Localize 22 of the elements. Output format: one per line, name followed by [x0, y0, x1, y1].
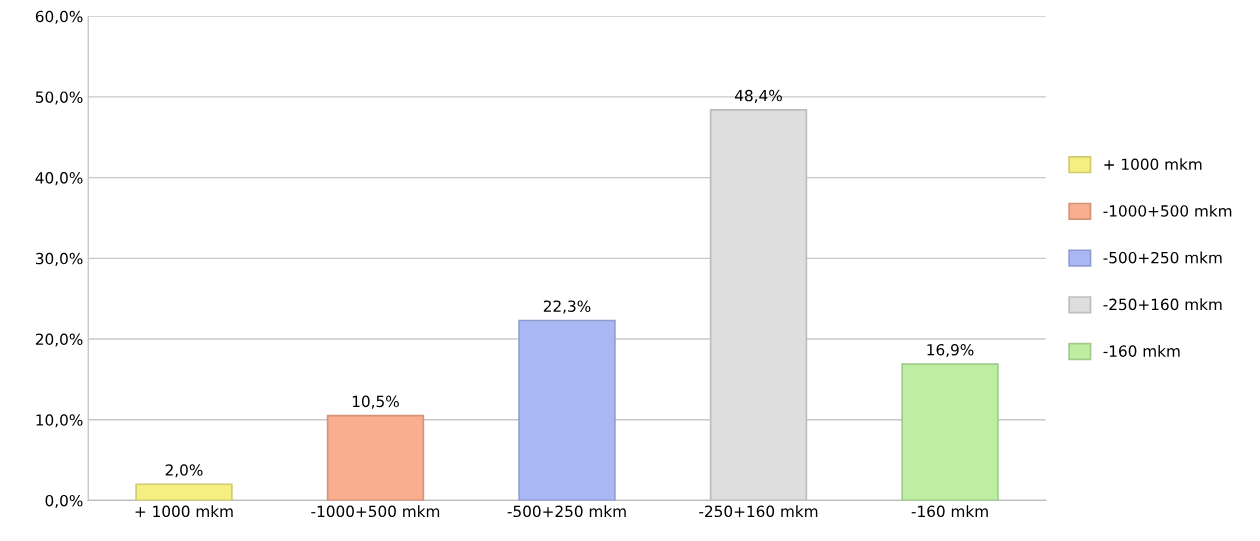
y-tick-label: 40,0% — [35, 172, 83, 186]
y-tick-label: 20,0% — [35, 333, 83, 347]
y-tick-label: 0,0% — [45, 494, 83, 509]
data-label: 10,5% — [352, 395, 399, 409]
legend-label: -250+160 mkm — [1103, 298, 1222, 311]
legend-label: -500+250 mkm — [1103, 251, 1222, 264]
data-label: 2,0% — [165, 464, 203, 478]
x-tick-label: -160 mkm — [911, 505, 988, 518]
x-tick-label: -250+160 mkm — [699, 505, 818, 518]
y-tick-label: 60,0% — [35, 10, 83, 24]
data-label: 22,3% — [543, 300, 591, 314]
y-tick-label: 30,0% — [35, 252, 83, 266]
x-tick-label: -1000+500 mkm — [311, 505, 440, 518]
legend-label: -1000+500 mkm — [1103, 204, 1232, 217]
x-tick-label: + 1000 mkm — [135, 505, 233, 518]
y-tick-label: 50,0% — [35, 91, 83, 105]
data-label: 48,4% — [735, 89, 782, 103]
legend-label: + 1000 mkm — [1104, 158, 1202, 171]
legend-label: -160 mkm — [1103, 345, 1180, 357]
y-tick-label: 10,0% — [36, 414, 83, 428]
x-tick-label: -500+250 mkm — [507, 505, 626, 518]
data-label: 16,9% — [927, 343, 974, 358]
